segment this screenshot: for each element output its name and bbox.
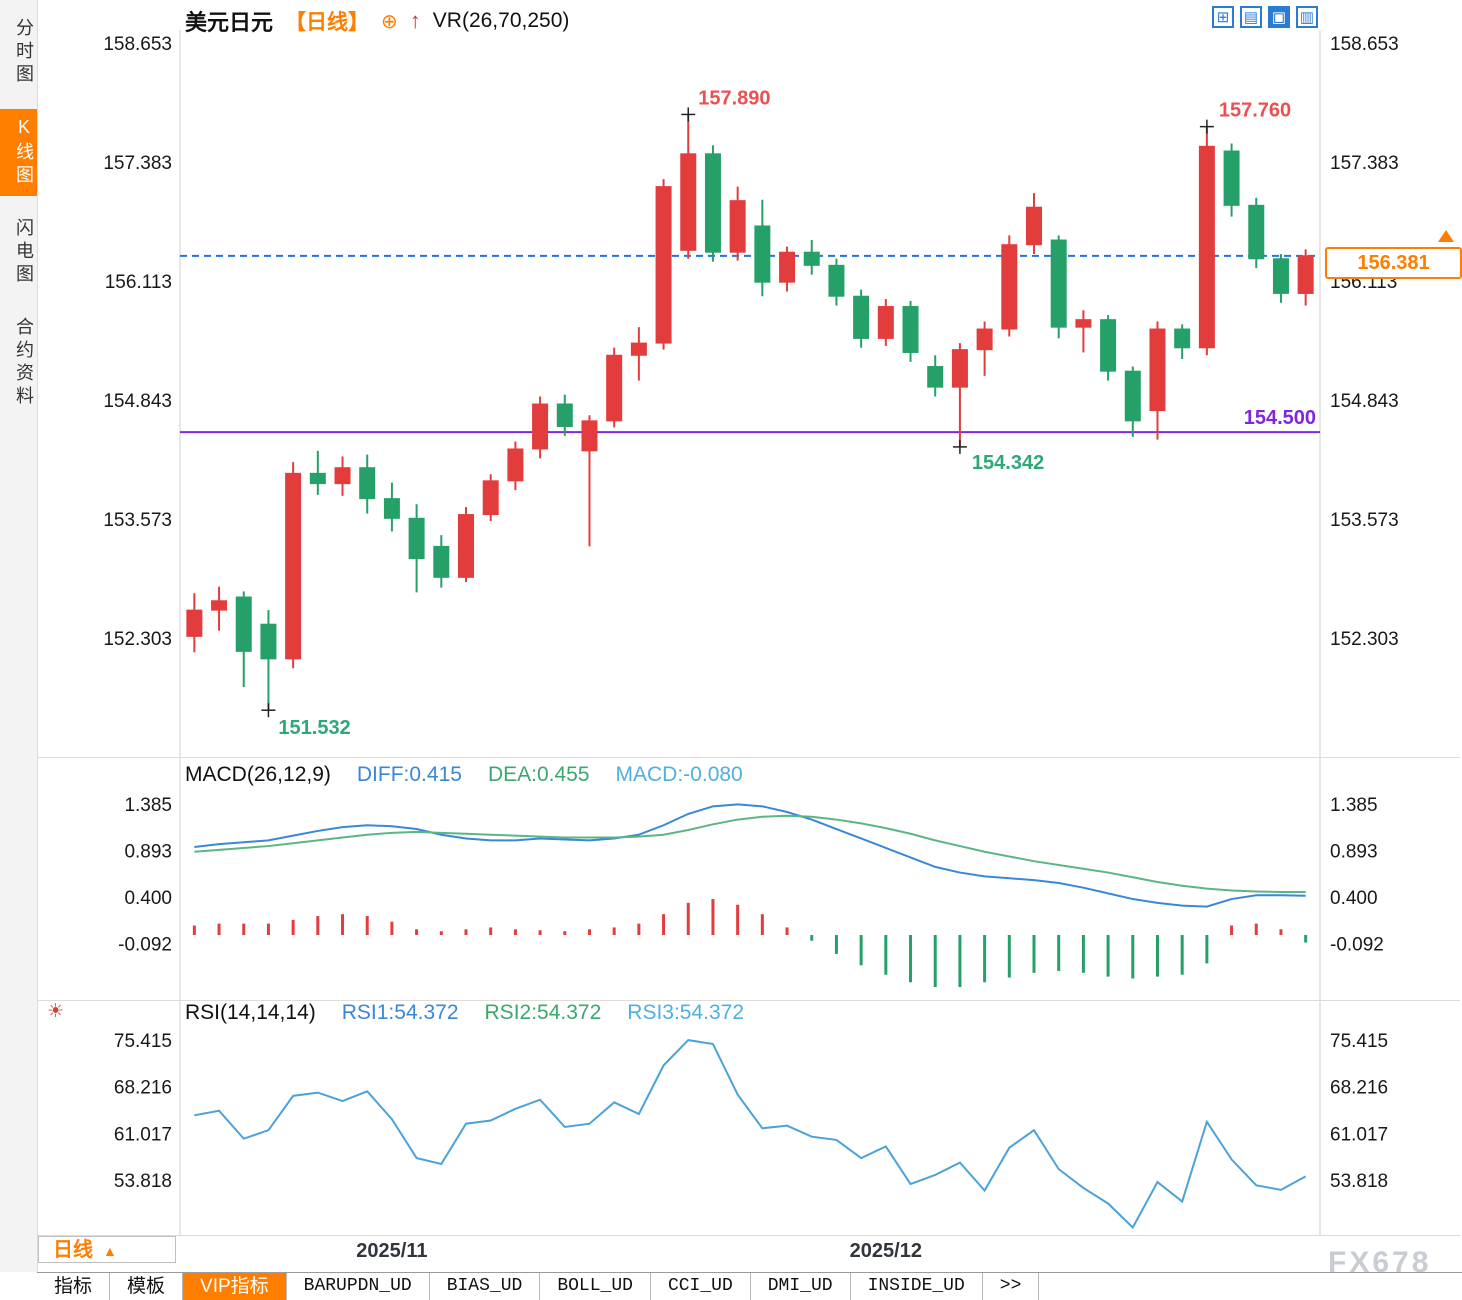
svg-text:68.216: 68.216 — [114, 1078, 172, 1099]
sidebar-item-contract-info[interactable]: 合约资料 — [14, 317, 34, 409]
svg-text:154.342: 154.342 — [972, 452, 1044, 474]
svg-text:151.532: 151.532 — [278, 717, 350, 739]
svg-text:1.385: 1.385 — [1330, 795, 1378, 816]
macd-title: MACD(26,12,9) — [185, 763, 331, 786]
svg-text:2025/12: 2025/12 — [850, 1240, 922, 1262]
svg-text:152.303: 152.303 — [103, 629, 172, 650]
tab-indicators[interactable]: 指标 — [37, 1273, 111, 1300]
period-tag: 【日线】 — [285, 11, 370, 34]
tab-dmi-ud[interactable]: DMI_UD — [750, 1273, 851, 1300]
svg-text:53.818: 53.818 — [114, 1171, 172, 1192]
macd-header: MACD(26,12,9) DIFF:0.415 DEA:0.455 MACD:… — [185, 763, 743, 787]
trend-up-arrow-icon: ↑ — [409, 8, 421, 33]
indicator-settings-icon[interactable]: ☀ — [47, 1001, 65, 1022]
tab-inside-ud[interactable]: INSIDE_UD — [850, 1273, 983, 1300]
svg-text:0.893: 0.893 — [1330, 842, 1378, 863]
price-pointer-icon — [1438, 230, 1454, 242]
svg-text:61.017: 61.017 — [114, 1124, 172, 1145]
svg-text:1.385: 1.385 — [124, 795, 172, 816]
sidebar-item-kline-chart[interactable]: K线图 — [0, 109, 37, 196]
rsi-header: RSI(14,14,14) RSI1:54.372 RSI2:54.372 RS… — [185, 1001, 744, 1025]
svg-text:156.113: 156.113 — [105, 272, 172, 293]
symbol-title: 美元日元 — [185, 10, 274, 35]
svg-text:157.760: 157.760 — [1219, 100, 1291, 122]
tab-barupdn-ud[interactable]: BARUPDN_UD — [286, 1273, 430, 1300]
svg-text:157.383: 157.383 — [1330, 153, 1399, 174]
add-indicator-icon[interactable]: ⊕ — [381, 10, 398, 33]
tab-templates[interactable]: 模板 — [110, 1273, 184, 1300]
svg-text:2025/11: 2025/11 — [356, 1240, 427, 1262]
svg-text:75.415: 75.415 — [114, 1031, 172, 1052]
caret-up-icon: ▲ — [103, 1243, 117, 1259]
svg-text:153.573: 153.573 — [103, 510, 172, 531]
layout-toolbar: ⊞ ▤ ▣ ▥ — [1212, 6, 1318, 28]
svg-text:0.893: 0.893 — [124, 842, 172, 863]
chart-header: 美元日元 【日线】 ⊕ ↑ VR(26,70,250) — [185, 5, 569, 37]
sidebar-item-intraday-chart[interactable]: 分时图 — [14, 18, 34, 87]
svg-text:152.303: 152.303 — [1330, 629, 1399, 650]
tab-vip-indicators[interactable]: VIP指标 — [183, 1273, 287, 1300]
tab-bias-ud[interactable]: BIAS_UD — [429, 1273, 541, 1300]
svg-text:-0.092: -0.092 — [1330, 935, 1384, 956]
svg-text:158.653: 158.653 — [103, 34, 172, 55]
svg-text:157.383: 157.383 — [103, 153, 172, 174]
svg-text:-0.092: -0.092 — [118, 935, 172, 956]
period-selector[interactable]: 日线 ▲ — [38, 1236, 176, 1263]
svg-text:75.415: 75.415 — [1330, 1031, 1388, 1052]
tab-cci-ud[interactable]: CCI_UD — [650, 1273, 751, 1300]
vr-indicator-label: VR(26,70,250) — [432, 9, 570, 32]
layout-rows-icon[interactable]: ▤ — [1240, 6, 1262, 28]
svg-text:61.017: 61.017 — [1330, 1124, 1388, 1145]
layout-chart-icon[interactable]: ▣ — [1268, 6, 1290, 28]
rsi2-readout: RSI2:54.372 — [484, 1001, 602, 1024]
svg-text:157.890: 157.890 — [698, 87, 770, 109]
svg-text:154.843: 154.843 — [1330, 391, 1399, 412]
svg-text:153.573: 153.573 — [1330, 510, 1399, 531]
macd-diff-readout: DIFF:0.415 — [356, 763, 462, 786]
tab-more[interactable]: >> — [982, 1273, 1040, 1300]
layout-grid-icon[interactable]: ⊞ — [1212, 6, 1234, 28]
sidebar-item-lightning-chart[interactable]: 闪电图 — [14, 218, 34, 287]
tab-boll-ud[interactable]: BOLL_UD — [540, 1273, 651, 1300]
rsi1-readout: RSI1:54.372 — [341, 1001, 459, 1024]
macd-value-readout: MACD:-0.080 — [615, 763, 743, 786]
bottom-tabbar: 指标 模板 VIP指标 BARUPDN_UD BIAS_UD BOLL_UD C… — [37, 1272, 1462, 1300]
left-sidebar: 分时图 K线图 闪电图 合约资料 — [0, 0, 38, 1272]
rsi3-readout: RSI3:54.372 — [627, 1001, 745, 1024]
svg-text:158.653: 158.653 — [1330, 34, 1399, 55]
rsi-title: RSI(14,14,14) — [185, 1001, 316, 1024]
svg-text:0.400: 0.400 — [1330, 888, 1378, 909]
last-price-tag: 156.381 — [1325, 247, 1462, 279]
svg-text:53.818: 53.818 — [1330, 1171, 1388, 1192]
svg-text:0.400: 0.400 — [124, 888, 172, 909]
layout-panel-icon[interactable]: ▥ — [1296, 6, 1318, 28]
macd-dea-readout: DEA:0.455 — [487, 763, 590, 786]
svg-text:154.500: 154.500 — [1244, 407, 1316, 429]
svg-text:68.216: 68.216 — [1330, 1078, 1388, 1099]
svg-text:154.843: 154.843 — [103, 391, 172, 412]
period-selector-label: 日线 — [53, 1239, 93, 1261]
